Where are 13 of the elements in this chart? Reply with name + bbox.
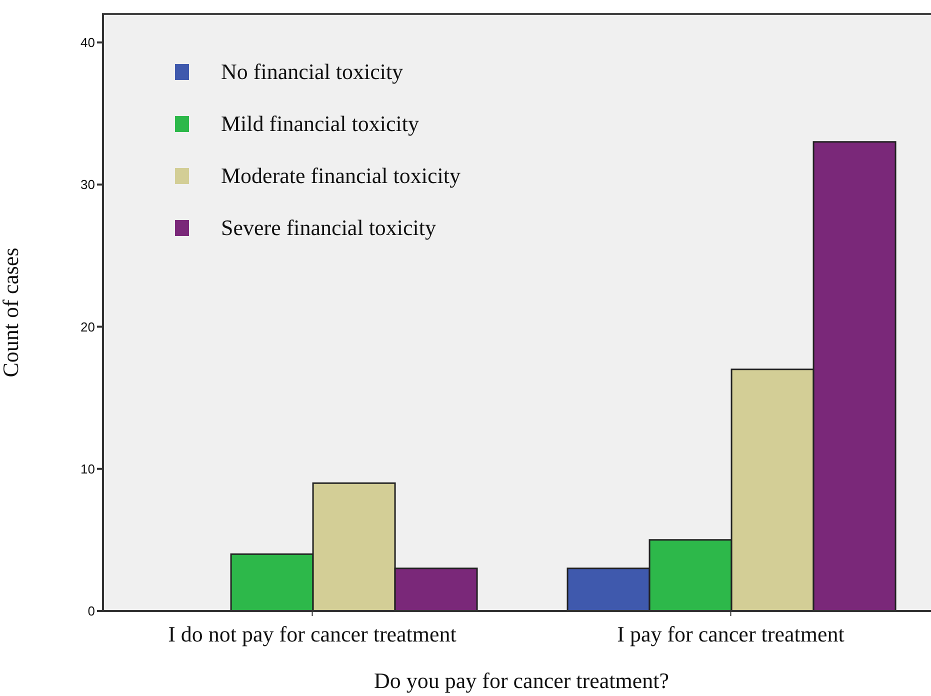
legend-label: No financial toxicity [221, 59, 404, 85]
y-tick-label: 10 [80, 461, 95, 476]
legend-label: Severe financial toxicity [221, 215, 436, 241]
y-tick-label: 20 [80, 319, 95, 334]
x-axis-title: Do you pay for cancer treatment? [374, 668, 670, 693]
x-tick-label: I pay for cancer treatment [617, 622, 844, 647]
y-tick-label: 0 [88, 604, 95, 619]
y-axis-title: Count of cases [0, 248, 23, 378]
y-tick-label: 40 [80, 35, 95, 50]
x-tick-label: I do not pay for cancer treatment [168, 622, 456, 647]
legend-label: Moderate financial toxicity [221, 163, 460, 189]
legend-label: Mild financial toxicity [221, 111, 419, 137]
y-tick-label: 30 [80, 177, 95, 192]
